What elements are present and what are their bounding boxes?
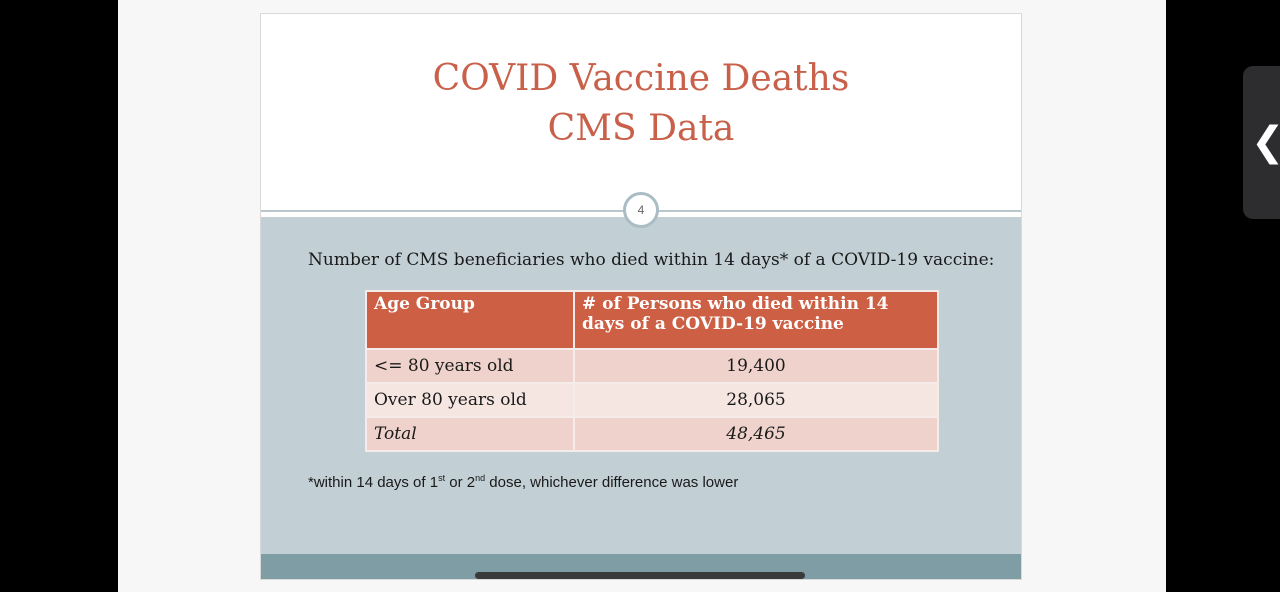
slide-title-line2: CMS Data	[547, 108, 735, 149]
slide-title-line1: COVID Vaccine Deaths	[432, 58, 850, 99]
table-cell-age-group: Over 80 years old	[365, 382, 575, 418]
side-panel-handle[interactable]: ❮	[1243, 66, 1280, 219]
footnote-text-3: dose, whichever difference was lower	[485, 474, 739, 491]
table-cell-count: 19,400	[573, 348, 939, 384]
table-cell-total-count: 48,465	[573, 416, 939, 452]
table-cell-total-label: Total	[365, 416, 575, 452]
slide: COVID Vaccine Deaths CMS Data 4 Number o…	[260, 13, 1022, 580]
slide-header: COVID Vaccine Deaths CMS Data	[261, 14, 1021, 214]
footnote-sup-2: nd	[475, 473, 486, 483]
chevron-left-icon: ❮	[1251, 118, 1280, 166]
table-header-age-group: Age Group	[365, 290, 575, 350]
footnote-sup-1: st	[438, 473, 446, 483]
slide-page-number: 4	[623, 192, 659, 228]
slide-subtitle: Number of CMS beneficiaries who died wit…	[308, 250, 995, 270]
table-header-row: Age Group # of Persons who died within 1…	[365, 290, 939, 350]
slide-footnote: *within 14 days of 1st or 2nd dose, whic…	[308, 473, 738, 491]
footnote-text-1: *within 14 days of 1	[308, 474, 439, 491]
table-cell-count: 28,065	[573, 382, 939, 418]
footnote-text-2: or 2	[445, 474, 476, 491]
table-row-total: Total 48,465	[365, 416, 939, 452]
table-header-persons-died: # of Persons who died within 14 days of …	[573, 290, 939, 350]
table-row: <= 80 years old 19,400	[365, 348, 939, 384]
table-row: Over 80 years old 28,065	[365, 382, 939, 418]
table-cell-age-group: <= 80 years old	[365, 348, 575, 384]
home-indicator-bar[interactable]	[475, 572, 805, 579]
deaths-table: Age Group # of Persons who died within 1…	[365, 290, 939, 452]
